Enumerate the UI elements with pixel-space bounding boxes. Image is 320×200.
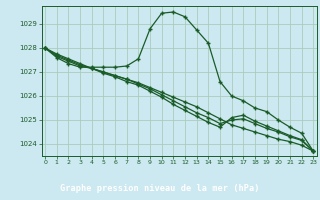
Text: Graphe pression niveau de la mer (hPa): Graphe pression niveau de la mer (hPa)	[60, 184, 260, 193]
